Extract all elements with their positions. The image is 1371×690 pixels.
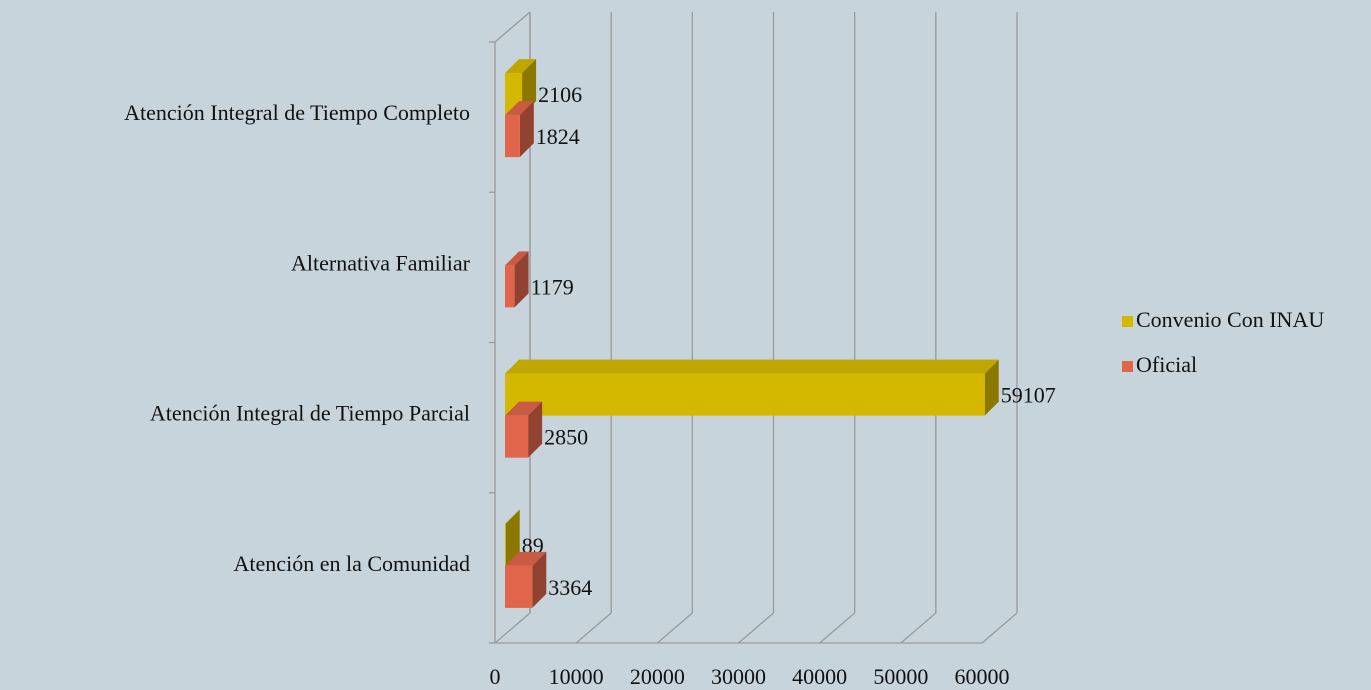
bar-side — [984, 359, 999, 416]
data-label: 1824 — [536, 124, 580, 149]
floor-line — [656, 612, 693, 644]
bar — [505, 359, 999, 416]
y-tick-label: Atención en la Comunidad — [234, 551, 470, 576]
axis-line — [494, 11, 531, 43]
bar-top — [505, 251, 529, 266]
bar-top — [505, 551, 547, 566]
bar-front — [505, 373, 985, 416]
x-tick-label: 10000 — [549, 664, 604, 689]
x-tick-label: 0 — [490, 664, 501, 689]
bar-top — [505, 509, 520, 524]
bar-side — [505, 509, 520, 566]
legend-swatch — [1122, 361, 1133, 372]
x-tick-label: 60000 — [955, 664, 1010, 689]
x-tick-label: 40000 — [792, 664, 847, 689]
bar — [505, 551, 547, 608]
bar-front — [505, 523, 506, 566]
bar-top — [505, 359, 999, 374]
legend-label: Oficial — [1136, 352, 1197, 377]
bar-side — [528, 401, 543, 458]
bar-side — [519, 101, 534, 158]
floor-line — [819, 612, 856, 644]
bar-top — [505, 401, 543, 416]
x-tick-label: 50000 — [873, 664, 928, 689]
bar — [505, 401, 543, 458]
legend-swatch — [1122, 316, 1133, 327]
y-tick-label: Alternativa Familiar — [291, 250, 471, 275]
floor-line — [494, 612, 531, 644]
bar-side — [532, 551, 547, 608]
bar-front — [505, 265, 515, 308]
data-label: 59107 — [1001, 383, 1056, 408]
floor-line — [900, 612, 937, 644]
bar — [505, 251, 529, 308]
data-label: 2106 — [538, 82, 582, 107]
x-tick-label: 30000 — [711, 664, 766, 689]
floor-line — [575, 612, 612, 644]
floor-line — [981, 612, 1018, 644]
floor-line — [738, 612, 774, 644]
data-label: 1179 — [531, 274, 574, 299]
y-tick-label: Atención Integral de Tiempo Parcial — [150, 401, 470, 426]
data-label: 3364 — [548, 575, 592, 600]
legend-label: Convenio Con INAU — [1136, 307, 1324, 332]
x-tick-label: 20000 — [630, 664, 685, 689]
bar-side — [514, 251, 529, 308]
bar-front — [505, 565, 533, 608]
bar — [505, 509, 520, 566]
data-label: 89 — [522, 533, 544, 558]
bar-top — [505, 59, 537, 74]
y-tick-label: Atención Integral de Tiempo Completo — [124, 100, 470, 125]
bar-front — [505, 415, 529, 458]
data-label: 2850 — [544, 425, 588, 450]
bar-front — [505, 115, 520, 158]
bar-top — [505, 101, 534, 116]
bar — [505, 101, 534, 158]
